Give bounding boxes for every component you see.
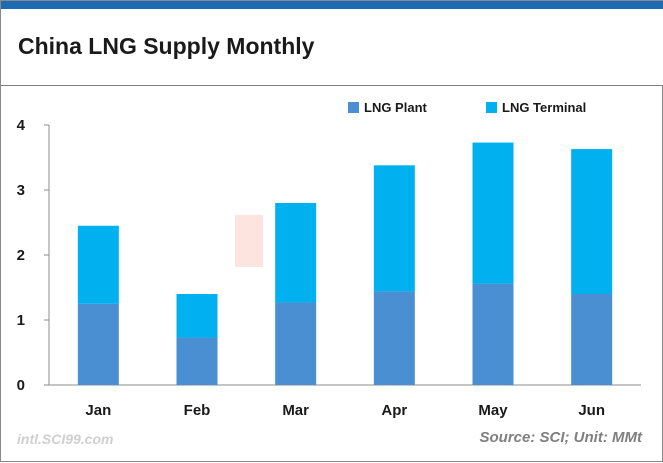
bars	[77, 142, 613, 385]
bar-terminal-jun	[571, 149, 613, 294]
watermark-logo-block	[235, 215, 263, 267]
bar-plant-feb	[176, 337, 218, 385]
x-tick-labels: Jan Feb Mar Apr May Jun	[85, 402, 605, 419]
axes	[44, 124, 641, 386]
legend: LNG Plant LNG Terminal	[348, 100, 586, 115]
x-tick-label: Apr	[381, 402, 407, 419]
y-tick-label: 3	[17, 182, 25, 199]
bar-plant-mar	[275, 302, 317, 385]
legend-swatch-plant	[348, 102, 359, 113]
bar-plant-jun	[571, 294, 613, 385]
bar-terminal-feb	[176, 294, 218, 338]
watermark-url: intl.SCI99.com	[17, 431, 114, 447]
y-tick-label: 2	[17, 247, 25, 264]
y-tick-label: 1	[17, 312, 25, 329]
bar-terminal-may	[472, 142, 514, 284]
bar-plant-may	[472, 283, 514, 385]
legend-swatch-terminal	[486, 102, 497, 113]
bar-plant-jan	[77, 303, 119, 385]
x-tick-label: Jun	[578, 402, 605, 419]
y-tick-label: 4	[17, 117, 26, 134]
legend-label-terminal: LNG Terminal	[502, 100, 586, 115]
title-box: China LNG Supply Monthly	[1, 9, 663, 86]
bar-terminal-mar	[275, 203, 317, 303]
bar-terminal-apr	[373, 165, 415, 292]
bar-terminal-jan	[77, 225, 119, 304]
top-accent-bar	[1, 1, 663, 9]
source-note: Source: SCI; Unit: MMt	[479, 429, 643, 446]
y-tick-label: 0	[17, 377, 25, 394]
y-tick-labels: 0 1 2 3 4	[17, 117, 26, 394]
x-tick-label: Mar	[282, 402, 309, 419]
legend-label-plant: LNG Plant	[364, 100, 428, 115]
bar-plant-apr	[373, 291, 415, 385]
x-tick-label: Feb	[184, 402, 211, 419]
x-tick-label: May	[478, 402, 508, 419]
watermark-logo	[235, 215, 263, 267]
chart-title: China LNG Supply Monthly	[18, 33, 315, 59]
x-tick-label: Jan	[85, 402, 111, 419]
